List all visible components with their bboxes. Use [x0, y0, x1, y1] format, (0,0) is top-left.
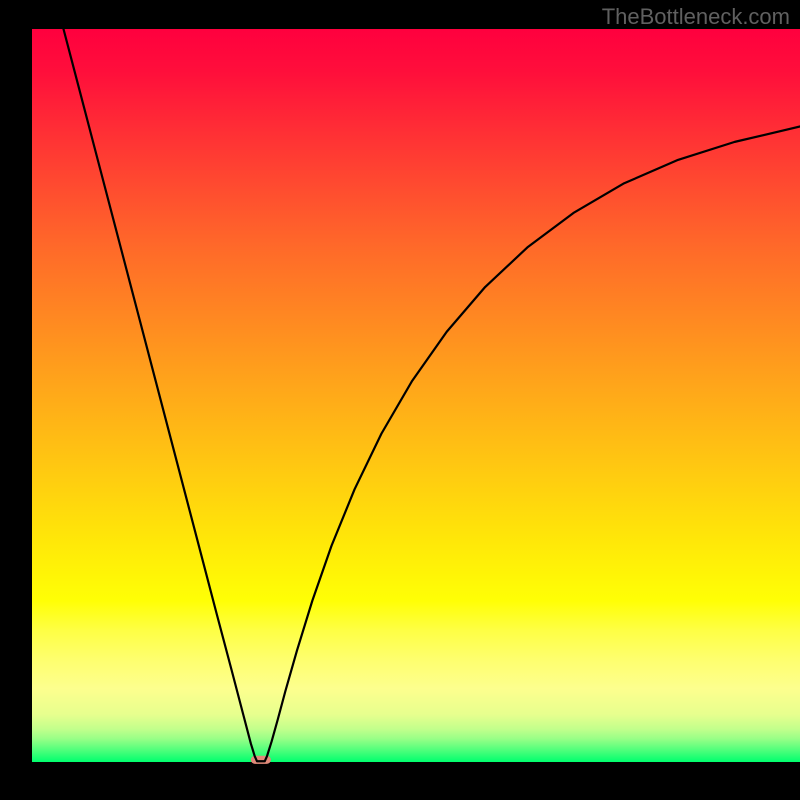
chart-container: TheBottleneck.com: [0, 0, 800, 800]
dip-marker: [251, 756, 271, 764]
bottleneck-chart: [0, 0, 800, 800]
plot-background: [32, 29, 800, 762]
attribution-watermark: TheBottleneck.com: [602, 4, 790, 30]
